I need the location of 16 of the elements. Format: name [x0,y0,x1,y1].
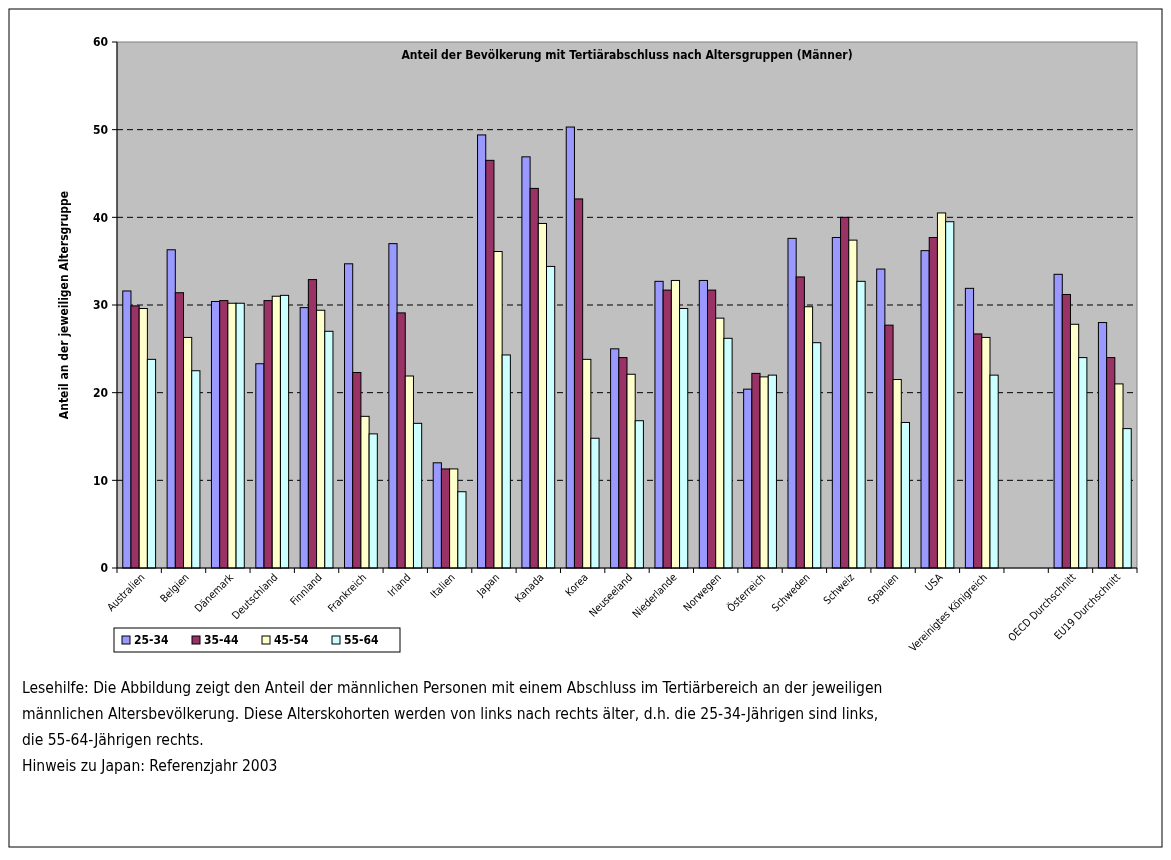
legend-label: 45-54 [274,633,310,647]
text: Hinweis zu Japan: Referenzjahr 2003 [22,757,278,775]
legend-label: 25-34 [134,633,170,647]
y-tick-label: 50 [92,122,108,137]
legend-label: 35-44 [204,633,240,647]
y-tick-label: 10 [92,473,108,488]
y-tick-label: 60 [92,35,108,50]
y-tick-label: 40 [92,210,108,225]
legend-label: 55-64 [344,633,380,647]
y-tick-label: 0 [100,561,108,576]
y-axis-title: Anteil an der jeweiligen Altersgruppe [57,190,71,420]
y-tick-label: 30 [92,298,108,313]
x-tick-label: USA [922,570,946,594]
text: Lesehilfe: Die Abbildung zeigt den Anteil der männlichen Personen mit einem Abschluss im Tertiärbereich an der jeweiligen männlichen Altersbevölkerung. Diese Alterskohorten werden von links nach rechts älter, d.h. die 25-34-Jährigen sind links, die 55-64-Jährigen rechts. [22,679,883,749]
y-tick-label: 20 [92,385,108,400]
text: Anteil der Bevölkerung mit Tertiärabschluss nach Altersgruppen (Männer) [401,48,853,62]
